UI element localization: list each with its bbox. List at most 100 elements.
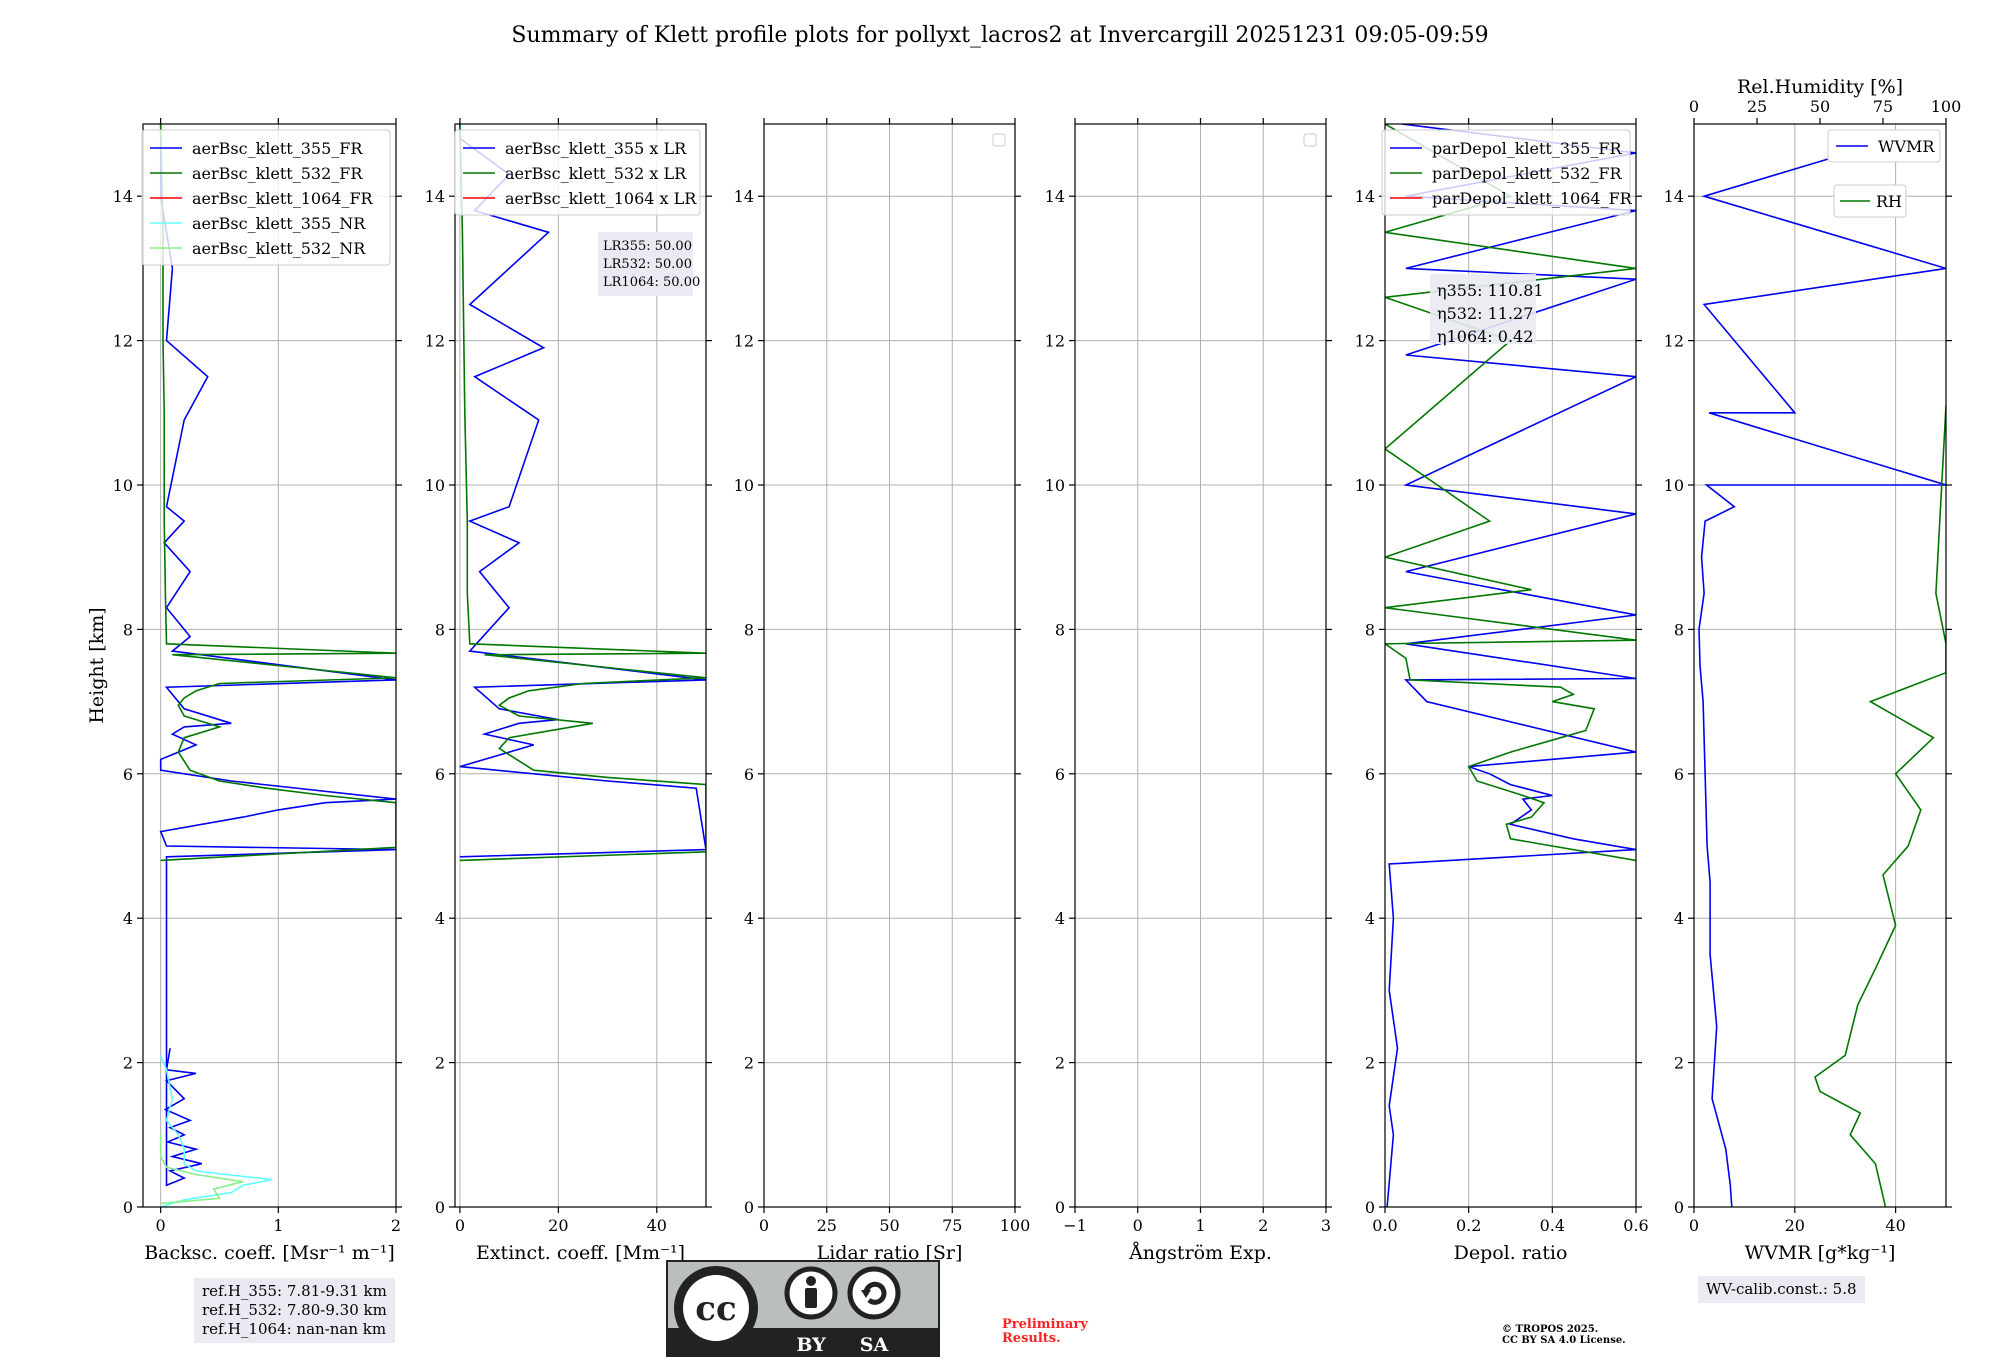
y-tick-label: 14 <box>1045 187 1065 206</box>
legend: WVMR RH <box>1827 129 1941 218</box>
x-tick-label: 50 <box>879 1216 899 1235</box>
legend-box-wvmr <box>1827 129 1941 163</box>
y-tick-label: 14 <box>734 187 754 206</box>
y-tick-label: 10 <box>113 476 133 495</box>
lr-annotation-line: LR355: 50.00 <box>603 239 692 254</box>
legend: aerBsc_klett_355 x LR aerBsc_klett_532 x … <box>454 129 701 216</box>
empty-legend-icon <box>1303 133 1317 147</box>
y-tick-label: 14 <box>425 187 445 206</box>
panel-extinction: 0 20 40 0 2 4 6 8 10 12 14 Extinct. coeff. [Mm⁻¹] ae… <box>425 118 712 1264</box>
y-tick-label: 6 <box>1055 765 1065 784</box>
x-axis-label: Depol. ratio <box>1454 1242 1568 1264</box>
eta-annotation-line: η1064: 0.42 <box>1437 327 1533 346</box>
x-axis-label: Ångström Exp. <box>1128 1242 1272 1264</box>
cc-logo-text: cc <box>695 1289 736 1329</box>
preliminary-note: Preliminary Results. <box>1002 1318 1088 1346</box>
x-tick-label: 0 <box>759 1216 769 1235</box>
annotation-box <box>598 232 693 296</box>
x-tick-label: 40 <box>647 1216 667 1235</box>
series-line-aerBsc_klett_355_NR <box>159 1055 273 1207</box>
legend-entry: aerBsc_klett_532_FR <box>192 164 363 183</box>
y-tick-label: 2 <box>744 1054 754 1073</box>
cc-sa-label: SA <box>860 1334 889 1356</box>
y-tick-label: 6 <box>1365 765 1375 784</box>
y-tick-label: 8 <box>744 620 754 639</box>
x-axis-label: WVMR [g*kg⁻¹] <box>1745 1242 1896 1264</box>
copyright-line-1: © TROPOS 2025. <box>1502 1324 1599 1335</box>
y-tick-label: 6 <box>1674 765 1684 784</box>
y-tick-label: 0 <box>435 1198 445 1217</box>
refh-line-1064: ref.H_1064: nan-nan km <box>202 1320 387 1338</box>
refh-note: ref.H_355: 7.81-9.31 km ref.H_532: 7.80-… <box>194 1278 395 1343</box>
x-tick-label: 1 <box>273 1216 283 1235</box>
annotation-box <box>1430 274 1536 344</box>
y-tick-label: 2 <box>435 1054 445 1073</box>
refh-line-532: ref.H_532: 7.80-9.30 km <box>202 1301 387 1319</box>
empty-legend-icon <box>992 133 1006 147</box>
x-tick-label: 0.4 <box>1540 1216 1565 1235</box>
y-tick-label: 8 <box>123 620 133 639</box>
y-tick-label: 12 <box>1045 332 1065 351</box>
legend-entry: aerBsc_klett_1064 x LR <box>505 189 697 208</box>
y-tick-label: 12 <box>113 332 133 351</box>
cc-by-label: BY <box>796 1334 826 1356</box>
y-tick-label: 4 <box>1365 909 1375 928</box>
y-tick-label: 2 <box>1055 1054 1065 1073</box>
y-tick-label: 12 <box>425 332 445 351</box>
legend-entry: aerBsc_klett_532_NR <box>192 239 366 258</box>
eta-annotation-line: η355: 110.81 <box>1437 281 1544 300</box>
y-tick-label: 8 <box>1365 620 1375 639</box>
series-line-RH <box>1814 405 1946 1207</box>
y-tick-label: 0 <box>1365 1198 1375 1217</box>
y-tick-label: 10 <box>1045 476 1065 495</box>
panel-wvmr-rh: 0 20 40 0 2 4 6 8 10 12 14 0 25 50 75 100 Rel.Humidity [… <box>1664 76 1962 1264</box>
y-tick-label: 2 <box>123 1054 133 1073</box>
y-tick-label: 6 <box>435 765 445 784</box>
x-axis-label: Backsc. coeff. [Msr⁻¹ m⁻¹] <box>144 1242 395 1264</box>
x-tick-label: 100 <box>1000 1216 1031 1235</box>
x-tick-label: 20 <box>1785 1216 1805 1235</box>
series-line-aerBsc_klett_355_FR <box>159 124 396 1187</box>
x-tick-label: 40 <box>1885 1216 1905 1235</box>
legend: parDepol_klett_355_FR parDepol_klett_532_… <box>1381 129 1633 216</box>
legend: aerBsc_klett_355_FR aerBsc_klett_532_FRae… <box>141 129 391 266</box>
legend-entry: parDepol_klett_1064_FR <box>1432 189 1633 208</box>
axes-frame <box>1384 123 1637 1208</box>
y-tick-label: 4 <box>123 909 133 928</box>
y-tick-label: 12 <box>1664 332 1684 351</box>
lr-annotation-line: LR1064: 50.00 <box>603 275 700 290</box>
y-tick-label: 0 <box>1055 1198 1065 1217</box>
figure-title: Summary of Klett profile plots for polly… <box>511 23 1488 48</box>
y-tick-label: 2 <box>1674 1054 1684 1073</box>
legend-box <box>1381 129 1631 216</box>
legend-box <box>454 129 701 216</box>
y-tick-label: 6 <box>744 765 754 784</box>
series-line-aerBsc_klett_532 x LR <box>459 124 706 862</box>
x2-tick-label: 0 <box>1689 97 1699 116</box>
y-tick-label: 0 <box>123 1198 133 1217</box>
copyright-line-2: CC BY SA 4.0 License. <box>1502 1335 1626 1346</box>
x2-tick-label: 50 <box>1810 97 1830 116</box>
y-tick-label: 14 <box>1664 187 1684 206</box>
x2-tick-label: 25 <box>1747 97 1767 116</box>
y-tick-label: 14 <box>1355 187 1375 206</box>
cc-by-sa-badge: cc BY SA <box>666 1260 940 1357</box>
x-tick-label: 0.6 <box>1623 1216 1648 1235</box>
y-tick-label: 4 <box>435 909 445 928</box>
y-tick-label: 4 <box>1674 909 1684 928</box>
y-tick-label: 12 <box>1355 332 1375 351</box>
x2-tick-label: 75 <box>1873 97 1893 116</box>
series-line-WVMR <box>1698 130 1946 1207</box>
y-tick-label: 2 <box>1365 1054 1375 1073</box>
x-tick-label: 0.2 <box>1456 1216 1481 1235</box>
x-axis-label: Extinct. coeff. [Mm⁻¹] <box>476 1242 685 1264</box>
eta-annotation-line: η532: 11.27 <box>1437 304 1533 323</box>
panel-depol: 0.0 0.2 0.4 0.6 0 2 4 6 8 10 12 14 Depol. ratio parDe… <box>1355 118 1649 1264</box>
y-tick-label: 10 <box>1355 476 1375 495</box>
legend-entry: aerBsc_klett_355_NR <box>192 214 366 233</box>
x-tick-label: 1 <box>1195 1216 1205 1235</box>
series-line-parDepol_klett_532_FR <box>1385 124 1636 862</box>
x-tick-label: 0 <box>1133 1216 1143 1235</box>
x-tick-label: 20 <box>548 1216 568 1235</box>
legend-entry: aerBsc_klett_532 x LR <box>505 164 687 183</box>
